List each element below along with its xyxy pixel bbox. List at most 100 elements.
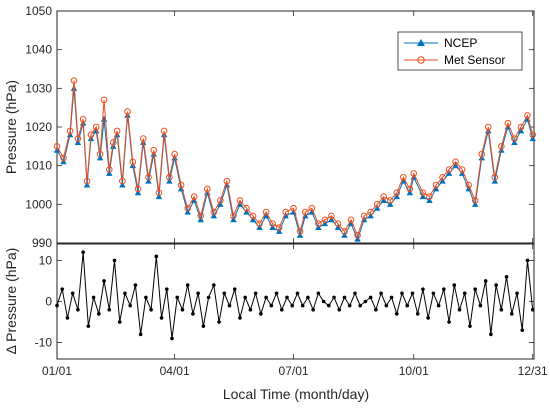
met-sensor-point	[236, 197, 244, 204]
met-sensor-point	[282, 208, 289, 216]
delta-point	[259, 312, 263, 316]
ncep-point	[517, 127, 525, 134]
delta-y-axis-label: Δ Pressure (hPa)	[3, 248, 19, 355]
delta-point	[279, 307, 284, 312]
ncep-point	[249, 216, 257, 223]
legend-ncep-marker	[417, 39, 425, 46]
delta-point	[149, 307, 153, 312]
ncep-point	[445, 169, 453, 176]
met-sensor-point	[315, 220, 322, 227]
delta-y-tick-label: -10	[35, 336, 53, 350]
delta-point	[421, 287, 425, 291]
delta-point	[191, 312, 195, 316]
delta-point	[55, 303, 59, 308]
delta-plot-frame	[56, 243, 535, 360]
ncep-point	[210, 212, 218, 219]
met-sensor-point	[177, 181, 185, 189]
met-sensor-point	[262, 208, 270, 216]
delta-point	[447, 320, 451, 324]
met-sensor-point	[406, 185, 414, 193]
ncep-point	[354, 235, 361, 242]
pressure-y-tick-label: 1020	[25, 120, 52, 134]
met-sensor-point	[347, 216, 355, 224]
met-sensor-point	[275, 224, 283, 231]
pressure-series	[53, 77, 536, 242]
met-sensor-point	[290, 204, 297, 212]
pressure-y-tick-label: 990	[32, 236, 52, 250]
delta-point	[117, 320, 122, 324]
met-sensor-point	[426, 193, 433, 200]
ncep-point	[315, 224, 322, 231]
met-sensor-point	[360, 212, 368, 220]
delta-point	[180, 307, 185, 312]
met-sensor-point	[439, 173, 446, 181]
pressure-y-tick-label: 1030	[25, 81, 52, 95]
met-sensor-point	[119, 177, 126, 185]
met-sensor-point	[129, 158, 137, 166]
delta-point	[494, 283, 498, 287]
delta-point	[144, 295, 148, 300]
ncep-point	[166, 177, 173, 184]
delta-point	[269, 303, 274, 308]
delta-point	[238, 316, 242, 320]
met-sensor-point	[432, 181, 440, 189]
met-sensor-point	[458, 166, 466, 173]
delta-point	[112, 258, 117, 263]
delta-point	[327, 303, 331, 308]
legend-met-sensor-label: Met Sensor	[444, 53, 505, 67]
delta-point	[154, 254, 159, 259]
ncep-point	[217, 200, 224, 207]
met-sensor-point	[74, 135, 82, 142]
delta-x-tick-label: 10/01	[399, 364, 429, 378]
delta-point	[332, 295, 336, 300]
met-sensor-point	[400, 173, 407, 181]
met-sensor-point	[203, 185, 211, 193]
delta-point	[499, 307, 504, 312]
delta-point	[290, 303, 295, 308]
delta-x-tick-label: 12/31	[518, 364, 548, 378]
met-sensor-point	[155, 189, 163, 197]
delta-pressure-panel: -10 0 10 01/01 04/01 07/01 10/01 12/31 Δ Press…	[3, 243, 548, 402]
delta-point	[509, 312, 514, 316]
met-sensor-point	[134, 185, 142, 193]
met-sensor-point	[445, 166, 453, 173]
delta-point	[138, 332, 143, 337]
delta-point	[457, 307, 462, 312]
met-sensor-point	[166, 173, 173, 181]
ncep-point	[155, 193, 163, 200]
delta-point	[426, 316, 430, 320]
met-sensor-point	[109, 139, 117, 146]
delta-point	[201, 324, 206, 328]
met-sensor-point	[465, 181, 472, 189]
ncep-point	[334, 224, 342, 231]
delta-point	[212, 283, 216, 287]
met-sensor-point	[210, 208, 218, 216]
delta-point	[368, 295, 373, 300]
ncep-point	[129, 162, 136, 169]
delta-point	[232, 287, 237, 291]
ncep-point	[367, 212, 374, 219]
ncep-point	[230, 216, 237, 223]
ncep-point	[439, 177, 446, 184]
met-sensor-point	[373, 201, 381, 208]
ncep-point	[406, 189, 414, 196]
ncep-point	[269, 224, 276, 231]
ncep-point	[96, 154, 104, 161]
met-sensor-point	[105, 166, 113, 173]
delta-point	[442, 287, 446, 291]
ncep-point	[498, 146, 505, 153]
delta-point	[300, 303, 305, 308]
met-sensor-point	[160, 127, 168, 135]
delta-point	[206, 295, 211, 300]
delta-point	[65, 316, 70, 320]
ncep-point	[53, 146, 61, 153]
ncep-point	[373, 204, 381, 211]
ncep-point	[432, 185, 440, 192]
ncep-point	[341, 231, 348, 238]
delta-point	[468, 324, 472, 328]
delta-point	[462, 291, 467, 296]
delta-point	[264, 295, 268, 300]
delta-point	[170, 336, 174, 341]
delta-point	[248, 307, 253, 312]
met-sensor-point	[184, 204, 191, 212]
